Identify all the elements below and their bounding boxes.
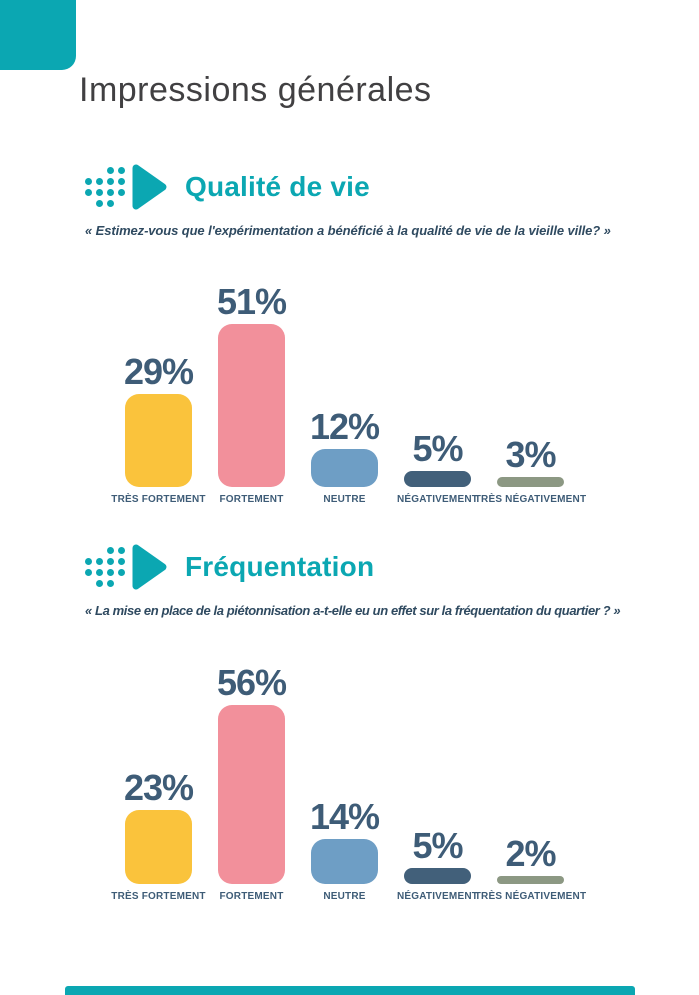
dot: [107, 557, 114, 565]
dot-empty: [85, 580, 92, 587]
footer-accent-band: [65, 986, 635, 995]
bar-fortement: [218, 323, 285, 487]
bar-value-label: 23%: [123, 766, 194, 808]
dot: [107, 546, 114, 554]
bar-negativement: [404, 867, 471, 884]
bar-tres-negativement: [497, 875, 564, 884]
survey-question: « Estimez-vous que l'expérimentation a b…: [85, 223, 611, 239]
bar-category-label: FORTEMENT: [219, 493, 284, 505]
bar-value-label: 51%: [216, 281, 287, 323]
dot: [96, 178, 103, 186]
bar-value-label: 14%: [309, 795, 380, 837]
dot: [85, 568, 92, 576]
dot: [107, 178, 114, 186]
bar-chart-frequentation: 23% TRÈS FORTEMENT 56% FORTEMENT 14% NEUTRE 5%…: [111, 663, 586, 904]
bar-column-neutre: 14% NEUTRE: [298, 797, 391, 904]
bar-value-label: 29%: [123, 351, 194, 393]
dot: [118, 546, 125, 554]
survey-question: « La mise en place de la piétonnisation …: [85, 602, 621, 618]
dots-pattern-icon: [85, 167, 125, 208]
dot: [107, 167, 114, 175]
bar-category-label: NEUTRE: [323, 890, 366, 902]
bar-value-label: 56%: [216, 661, 287, 703]
bar-value-label: 5%: [412, 824, 463, 866]
bar-category-label: TRÈS FORTEMENT: [111, 493, 206, 505]
dotted-arrow-icon: [85, 543, 168, 591]
dot: [85, 557, 92, 565]
dot-empty: [85, 547, 92, 554]
section-header: Fréquentation: [85, 543, 699, 591]
bar-value-label: 3%: [505, 434, 556, 476]
bar-category-label: NÉGATIVEMENT: [396, 493, 479, 505]
bar-column-negativement: 5% NÉGATIVEMENT: [391, 429, 484, 507]
bar-category-label: NÉGATIVEMENT: [396, 890, 479, 902]
dot-empty: [96, 167, 103, 174]
dot: [118, 557, 125, 565]
section-header: Qualité de vie: [85, 163, 699, 211]
bar-value-label: 12%: [309, 406, 380, 448]
bar-neutre: [311, 838, 378, 884]
dotted-arrow-icon: [85, 163, 168, 211]
dot: [96, 557, 103, 565]
bar-value-label: 5%: [412, 428, 463, 470]
dot-empty: [118, 200, 125, 207]
bar-category-label: TRÈS NÉGATIVEMENT: [474, 493, 587, 505]
bar-neutre: [311, 448, 378, 487]
bar-tres-fortement: [125, 809, 192, 884]
section-qualite-de-vie: Qualité de vie « Estimez-vous que l'expé…: [0, 163, 699, 507]
section-frequentation: Fréquentation « La mise en place de la p…: [0, 543, 699, 904]
dot-empty: [85, 167, 92, 174]
dot: [107, 189, 114, 197]
bar-column-tres-fortement: 29% TRÈS FORTEMENT: [111, 351, 206, 507]
corner-accent-square: [0, 0, 76, 70]
bar-tres-fortement: [125, 393, 192, 487]
bar-value-label: 2%: [505, 832, 556, 874]
dot: [118, 178, 125, 186]
bar-category-label: NEUTRE: [323, 493, 366, 505]
dot: [118, 189, 125, 197]
dot: [96, 189, 103, 197]
dot: [107, 200, 114, 208]
dot: [96, 579, 103, 587]
bar-category-label: TRÈS FORTEMENT: [111, 890, 206, 902]
dot: [118, 167, 125, 175]
dot: [107, 568, 114, 576]
bar-column-tres-fortement: 23% TRÈS FORTEMENT: [111, 766, 206, 904]
bar-column-fortement: 56% FORTEMENT: [205, 663, 298, 904]
play-triangle-icon: [132, 544, 167, 590]
section-heading: Qualité de vie: [185, 171, 370, 203]
bar-column-negativement: 5% NÉGATIVEMENT: [391, 826, 484, 904]
bar-column-neutre: 12% NEUTRE: [298, 407, 391, 507]
page-title: Impressions générales: [79, 71, 432, 109]
dot: [85, 178, 92, 186]
play-triangle-icon: [132, 164, 167, 210]
bar-tres-negativement: [497, 476, 564, 487]
bar-chart-qualite-de-vie: 29% TRÈS FORTEMENT 51% FORTEMENT 12% NEUTRE 5%…: [111, 282, 586, 507]
bar-category-label: TRÈS NÉGATIVEMENT: [474, 890, 587, 902]
bar-category-label: FORTEMENT: [219, 890, 284, 902]
bar-column-tres-negativement: 3% TRÈS NÉGATIVEMENT: [475, 434, 586, 507]
dot: [85, 189, 92, 197]
bar-column-tres-negativement: 2% TRÈS NÉGATIVEMENT: [475, 832, 586, 904]
bar-negativement: [404, 470, 471, 487]
dot: [96, 568, 103, 576]
dot-empty: [118, 580, 125, 587]
dot-empty: [85, 200, 92, 207]
dot-empty: [96, 547, 103, 554]
dot: [96, 200, 103, 208]
bar-fortement: [218, 704, 285, 884]
bar-column-fortement: 51% FORTEMENT: [205, 282, 298, 507]
dot: [107, 579, 114, 587]
dot: [118, 568, 125, 576]
section-heading: Fréquentation: [185, 550, 375, 582]
dots-pattern-icon: [85, 546, 125, 587]
